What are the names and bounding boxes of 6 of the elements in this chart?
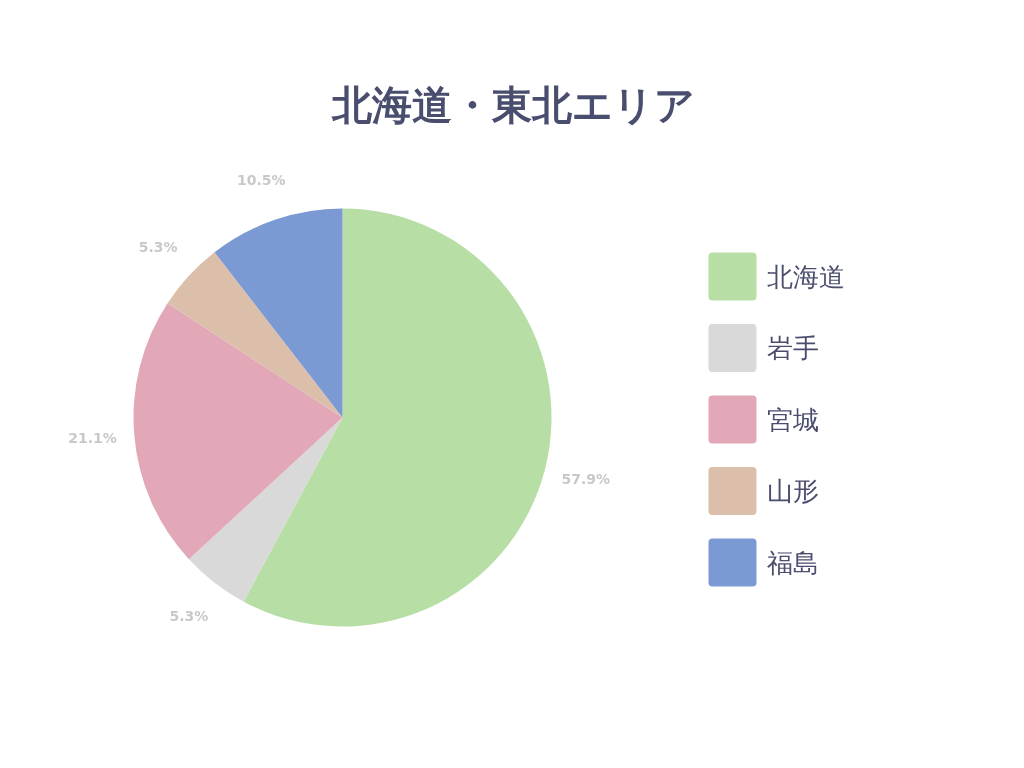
chart-title: 北海道・東北エリア	[331, 81, 695, 128]
legend-label: 北海道	[766, 261, 845, 292]
legend-label: 宮城	[766, 404, 819, 435]
legend-label: 山形	[766, 476, 819, 506]
legend-label: 福島	[766, 547, 819, 578]
legend-label: 岩手	[766, 333, 819, 363]
